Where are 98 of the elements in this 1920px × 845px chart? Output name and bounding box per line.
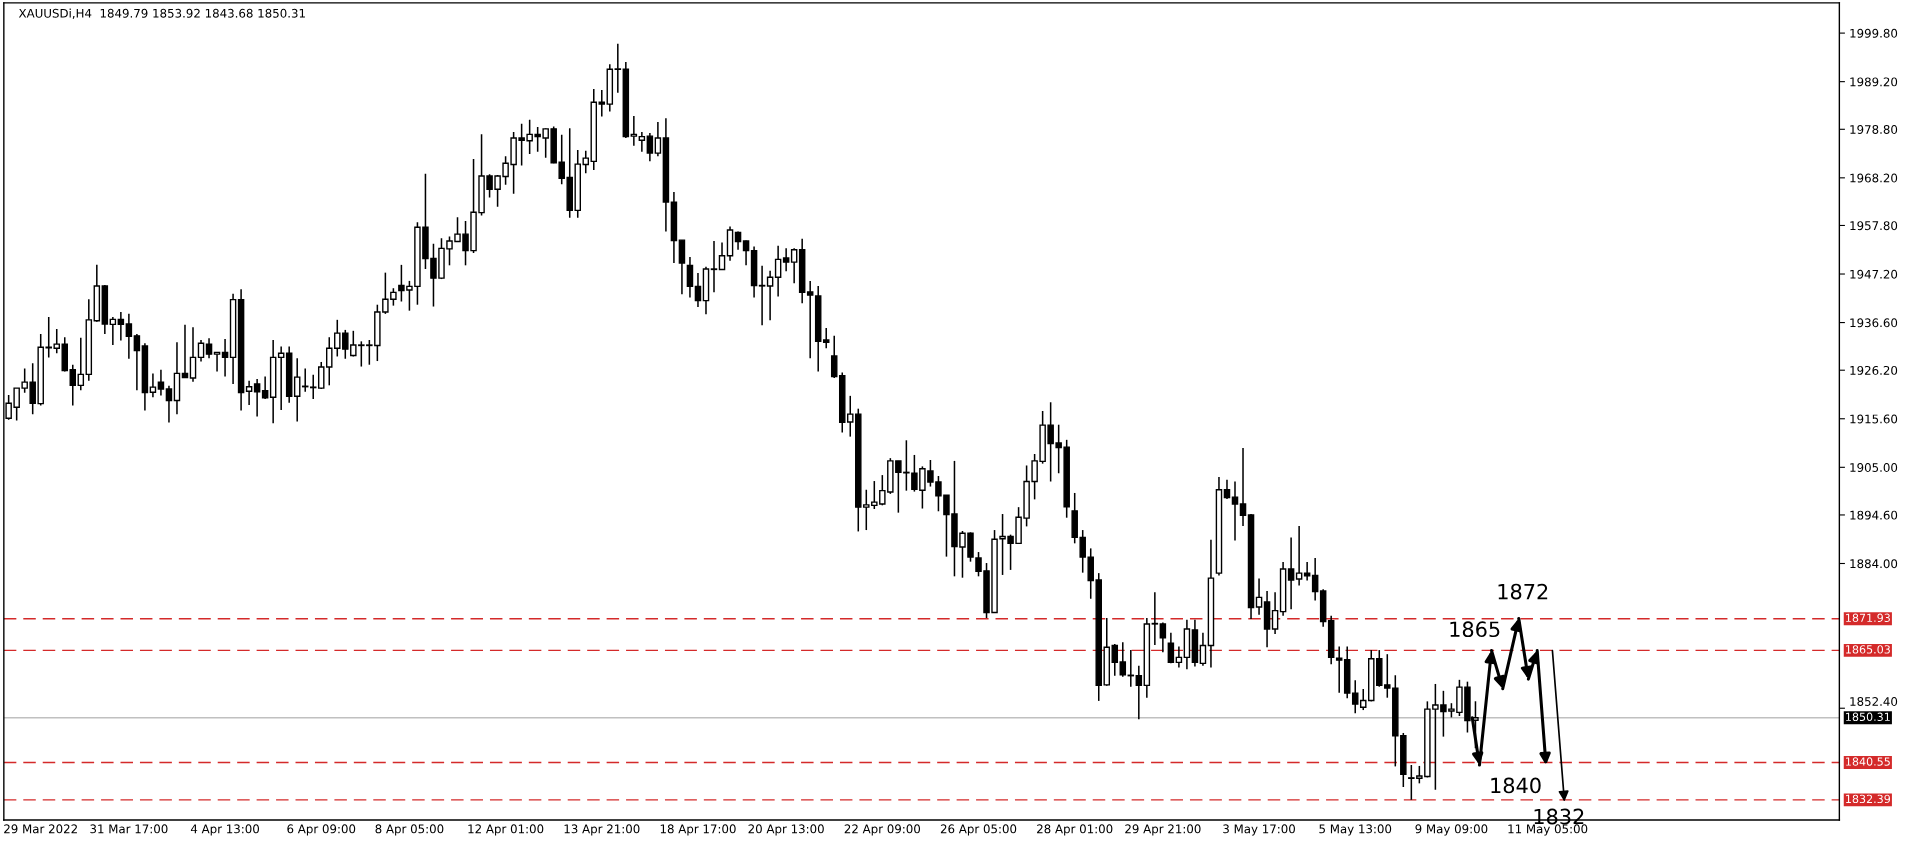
- y-tick-label: 1894.60: [1850, 510, 1898, 520]
- x-tick-label: 18 Apr 17:00: [660, 824, 736, 836]
- ref-line-label: 1840.55: [1846, 757, 1890, 766]
- candlestick: [654, 121, 662, 158]
- y-tick-label: 1978.80: [1850, 125, 1898, 134]
- candlestick: [790, 247, 798, 284]
- candlestick: [213, 351, 221, 373]
- x-tick-label: 31 Mar 17:00: [90, 824, 168, 834]
- candlestick: [221, 338, 229, 378]
- y-tick-label: 1999.80: [1850, 28, 1898, 38]
- y-tick-label: 1905.00: [1850, 463, 1898, 472]
- candlestick: [1271, 591, 1279, 635]
- candlestick: [734, 230, 742, 251]
- y-tick-label: 1989.20: [1850, 77, 1898, 87]
- candlestick: [253, 378, 261, 418]
- chart-title: XAUUSDi,H4 1849.79 1853.92 1843.68 1850.31: [18, 8, 305, 19]
- candlestick: [782, 247, 790, 273]
- candlestick: [1119, 641, 1127, 678]
- y-tick-label: 1852.40: [1850, 697, 1898, 706]
- candlestick: [293, 357, 301, 423]
- candlestick: [205, 337, 213, 360]
- candlestick: [1111, 643, 1119, 677]
- y-tick-label: 1957.80: [1850, 221, 1898, 231]
- candlestick: [1159, 621, 1167, 654]
- x-tick-label: 3 May 17:00: [1223, 824, 1295, 836]
- candlestick: [133, 333, 141, 392]
- candlestick: [245, 379, 253, 406]
- candlestick: [125, 313, 133, 360]
- y-tick-label: 1947.20: [1850, 269, 1898, 279]
- candlestick: [806, 280, 814, 360]
- ref-line-label: 1871.93: [1846, 613, 1890, 622]
- y-tick-label: 1884.00: [1850, 559, 1898, 569]
- candlestick: [1135, 664, 1143, 720]
- y-tick-label: 1926.20: [1850, 365, 1898, 375]
- annotation: 1865: [1450, 621, 1500, 638]
- x-tick-label: 29 Apr 21:00: [1125, 824, 1201, 836]
- candlestick: [69, 363, 77, 407]
- candlestick: [1231, 480, 1239, 542]
- y-tick-label: 1936.60: [1850, 318, 1898, 328]
- candlestick: [718, 241, 726, 271]
- candlestick: [1255, 577, 1263, 616]
- candlestick: [1239, 447, 1247, 527]
- ref-line-label: 1865.03: [1846, 645, 1890, 654]
- candlestick: [638, 131, 646, 153]
- x-tick-label: 28 Apr 01:00: [1037, 824, 1113, 836]
- candlestick: [1351, 679, 1359, 715]
- candlestick: [1199, 631, 1207, 667]
- candlestick: [766, 270, 774, 322]
- candlestick: [77, 336, 85, 392]
- candlestick: [1311, 557, 1319, 602]
- y-tick-label: 1915.60: [1850, 414, 1898, 424]
- candlestick: [822, 327, 830, 349]
- candlestick: [742, 239, 750, 267]
- candlestick: [157, 368, 165, 397]
- candlestick: [686, 256, 694, 299]
- x-tick-label: 4 Apr 13:00: [190, 824, 260, 836]
- candlestick: [678, 239, 686, 295]
- candlestick: [1303, 561, 1311, 582]
- x-tick-label: 9 May 09:00: [1415, 824, 1488, 836]
- candlestick: [1287, 536, 1295, 611]
- y-tick-label: 1968.20: [1850, 173, 1898, 183]
- x-tick-label: 13 Apr 21:00: [564, 824, 640, 836]
- candlestick: [1151, 591, 1159, 646]
- candlestick: [1335, 645, 1343, 694]
- candlestick: [614, 42, 622, 94]
- x-tick-label: 22 Apr 09:00: [844, 824, 921, 836]
- x-tick-label: 11 May 05:00: [1508, 824, 1588, 836]
- annotation: 1840: [1491, 777, 1541, 794]
- annotation: 1872: [1498, 583, 1548, 600]
- candlestick: [710, 240, 718, 294]
- x-tick-label: 5 May 13:00: [1319, 824, 1392, 836]
- candlestick: [261, 375, 269, 400]
- candlestick: [117, 311, 125, 342]
- candlestick: [149, 372, 157, 398]
- candlestick: [830, 335, 838, 379]
- x-tick-label: 26 Apr 05:00: [940, 824, 1017, 836]
- x-tick-label: 20 Apr 13:00: [748, 824, 824, 836]
- candlestick: [1167, 631, 1175, 665]
- x-tick-label: 6 Apr 09:00: [287, 824, 356, 836]
- candlestick: [189, 326, 197, 383]
- candlestick: [1295, 525, 1303, 587]
- candlestick: [109, 316, 117, 346]
- candlestick: [694, 272, 702, 308]
- candlestick: [598, 89, 606, 118]
- candlestick: [309, 374, 317, 400]
- candlestick: [630, 115, 638, 147]
- ref-line-label: 1832.39: [1846, 794, 1891, 804]
- x-tick-label: 29 Mar 2022: [4, 824, 77, 834]
- candlestick: [774, 244, 782, 298]
- x-tick-label: 12 Apr 01:00: [468, 824, 544, 836]
- x-tick-label: 8 Apr 05:00: [375, 824, 444, 836]
- candlestick: [758, 265, 766, 327]
- ref-line-label: 1850.31: [1846, 712, 1890, 722]
- candlestick: [646, 132, 654, 163]
- candlestick: [1175, 645, 1183, 669]
- candlestick: [165, 385, 173, 424]
- candlestick: [1223, 478, 1231, 500]
- candlestick: [197, 339, 205, 363]
